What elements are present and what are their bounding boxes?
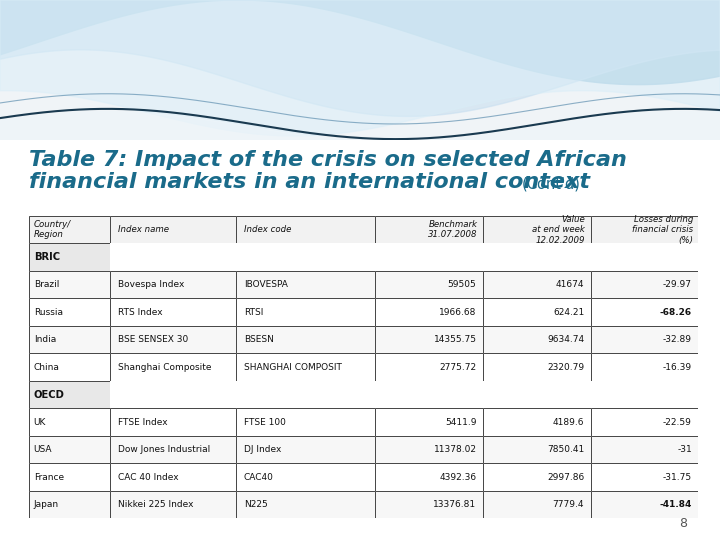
Text: 59505: 59505 xyxy=(448,280,477,289)
Text: Index name: Index name xyxy=(118,225,168,234)
Text: 11378.02: 11378.02 xyxy=(433,445,477,454)
Text: UK: UK xyxy=(34,417,46,427)
Text: RTS Index: RTS Index xyxy=(118,308,163,317)
Text: Country/
Region: Country/ Region xyxy=(34,220,71,239)
Text: DJ Index: DJ Index xyxy=(244,445,282,454)
Text: India: India xyxy=(34,335,56,344)
Text: 2997.86: 2997.86 xyxy=(547,472,584,482)
Text: CAC40: CAC40 xyxy=(244,472,274,482)
Text: CAC 40 Index: CAC 40 Index xyxy=(118,472,179,482)
Text: 2775.72: 2775.72 xyxy=(439,363,477,372)
Polygon shape xyxy=(0,0,720,117)
Text: 41674: 41674 xyxy=(556,280,584,289)
Text: -29.97: -29.97 xyxy=(663,280,692,289)
Text: Russia: Russia xyxy=(34,308,63,317)
Text: SHANGHAI COMPOSIT: SHANGHAI COMPOSIT xyxy=(244,363,342,372)
Text: China: China xyxy=(34,363,60,372)
Polygon shape xyxy=(0,0,720,136)
Text: 7779.4: 7779.4 xyxy=(553,500,584,509)
Text: 4189.6: 4189.6 xyxy=(553,417,584,427)
Text: Dow Jones Industrial: Dow Jones Industrial xyxy=(118,445,210,454)
Text: 7850.41: 7850.41 xyxy=(547,445,584,454)
Text: IBOVESPA: IBOVESPA xyxy=(244,280,288,289)
Text: Japan: Japan xyxy=(34,500,59,509)
Text: financial markets in an international context: financial markets in an international co… xyxy=(29,172,590,192)
Text: BRIC: BRIC xyxy=(34,252,60,262)
Text: 8: 8 xyxy=(680,517,688,530)
Text: 1966.68: 1966.68 xyxy=(439,308,477,317)
Text: Table 7: Impact of the crisis on selected African: Table 7: Impact of the crisis on selecte… xyxy=(29,150,626,170)
Text: 4392.36: 4392.36 xyxy=(439,472,477,482)
Text: OECD: OECD xyxy=(34,390,65,400)
Text: Bovespa Index: Bovespa Index xyxy=(118,280,184,289)
Text: -31.75: -31.75 xyxy=(663,472,692,482)
Text: N225: N225 xyxy=(244,500,268,509)
Polygon shape xyxy=(0,0,720,85)
Text: -16.39: -16.39 xyxy=(663,363,692,372)
Text: Losses during
financial crisis
(%): Losses during financial crisis (%) xyxy=(632,215,693,245)
Text: 624.21: 624.21 xyxy=(553,308,584,317)
Text: Nikkei 225 Index: Nikkei 225 Index xyxy=(118,500,194,509)
Text: 13376.81: 13376.81 xyxy=(433,500,477,509)
Text: Index code: Index code xyxy=(244,225,292,234)
Text: BSE SENSEX 30: BSE SENSEX 30 xyxy=(118,335,188,344)
Text: 14355.75: 14355.75 xyxy=(433,335,477,344)
Text: BSESN: BSESN xyxy=(244,335,274,344)
Text: (Cont'd): (Cont'd) xyxy=(522,177,581,192)
Text: RTSI: RTSI xyxy=(244,308,264,317)
Text: FTSE 100: FTSE 100 xyxy=(244,417,286,427)
Text: 2320.79: 2320.79 xyxy=(547,363,584,372)
Text: Benchmark
31.07.2008: Benchmark 31.07.2008 xyxy=(428,220,477,239)
Text: USA: USA xyxy=(34,445,52,454)
Text: Value
at end week
12.02.2009: Value at end week 12.02.2009 xyxy=(532,215,585,245)
Text: -32.89: -32.89 xyxy=(663,335,692,344)
Text: -31: -31 xyxy=(678,445,692,454)
Text: 9634.74: 9634.74 xyxy=(547,335,584,344)
Text: -68.26: -68.26 xyxy=(660,308,692,317)
Text: Shanghai Composite: Shanghai Composite xyxy=(118,363,212,372)
Text: -41.84: -41.84 xyxy=(660,500,692,509)
Text: France: France xyxy=(34,472,64,482)
Text: -22.59: -22.59 xyxy=(663,417,692,427)
Text: 5411.9: 5411.9 xyxy=(445,417,477,427)
Text: FTSE Index: FTSE Index xyxy=(118,417,168,427)
Text: Brazil: Brazil xyxy=(34,280,59,289)
